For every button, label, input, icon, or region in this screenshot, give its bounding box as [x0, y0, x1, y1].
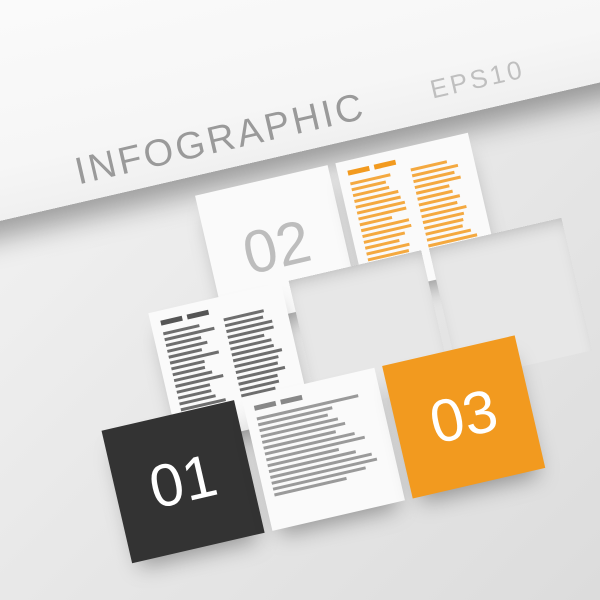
text-block [254, 379, 393, 518]
